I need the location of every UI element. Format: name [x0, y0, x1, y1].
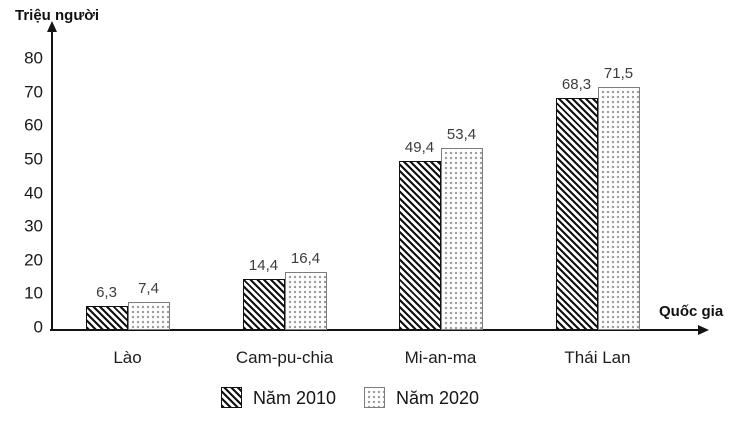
- bar-value-label: 71,5: [603, 64, 634, 82]
- bar-value-label: 68,3: [561, 75, 592, 93]
- bar: [597, 86, 640, 330]
- y-tick-label: 40: [24, 183, 43, 203]
- bar-value-label: 14,4: [248, 256, 279, 274]
- bar-value-label: 7,4: [138, 280, 159, 298]
- y-tick-label: 20: [24, 250, 43, 270]
- bar: [127, 302, 170, 330]
- category-label: Thái Lan: [564, 348, 631, 367]
- x-axis-title: Quốc gia: [659, 303, 724, 320]
- x-axis-line: [50, 329, 701, 332]
- y-axis-arrow-icon: [46, 21, 57, 32]
- y-axis-title: Triệu người: [15, 7, 100, 24]
- x-axis-arrow-icon: [698, 324, 709, 335]
- legend: Năm 2010 Năm 2020: [0, 387, 700, 408]
- y-tick-label: 70: [24, 82, 43, 102]
- y-tick-label: 80: [24, 48, 43, 68]
- category-label: Lào: [113, 348, 142, 367]
- bar-value-label: 6,3: [96, 283, 117, 301]
- y-axis-line: [51, 30, 54, 331]
- y-tick-label: 50: [24, 149, 43, 169]
- y-tick-label: 60: [24, 115, 43, 135]
- bar: [555, 97, 598, 330]
- bar: [85, 305, 128, 330]
- legend-swatch: [364, 387, 385, 408]
- bar: [242, 278, 285, 330]
- y-tick-label: 10: [24, 283, 43, 303]
- legend-label: Năm 2010: [252, 387, 336, 408]
- bar-value-label: 53,4: [446, 125, 477, 143]
- legend-swatch: [220, 387, 242, 408]
- category-label: Cam-pu-chia: [235, 348, 334, 367]
- bar-value-label: 16,4: [290, 249, 321, 267]
- bar-value-label: 49,4: [404, 139, 435, 157]
- y-tick-label: 30: [24, 216, 43, 236]
- bar: [440, 147, 483, 330]
- y-tick-label: 0: [33, 317, 43, 337]
- legend-label: Năm 2020: [396, 387, 480, 408]
- legend-item: Năm 2020: [364, 387, 479, 408]
- bar: [398, 161, 441, 330]
- category-label: Mi-an-ma: [404, 348, 477, 367]
- legend-item: Năm 2010: [220, 387, 336, 408]
- bar: [284, 271, 327, 330]
